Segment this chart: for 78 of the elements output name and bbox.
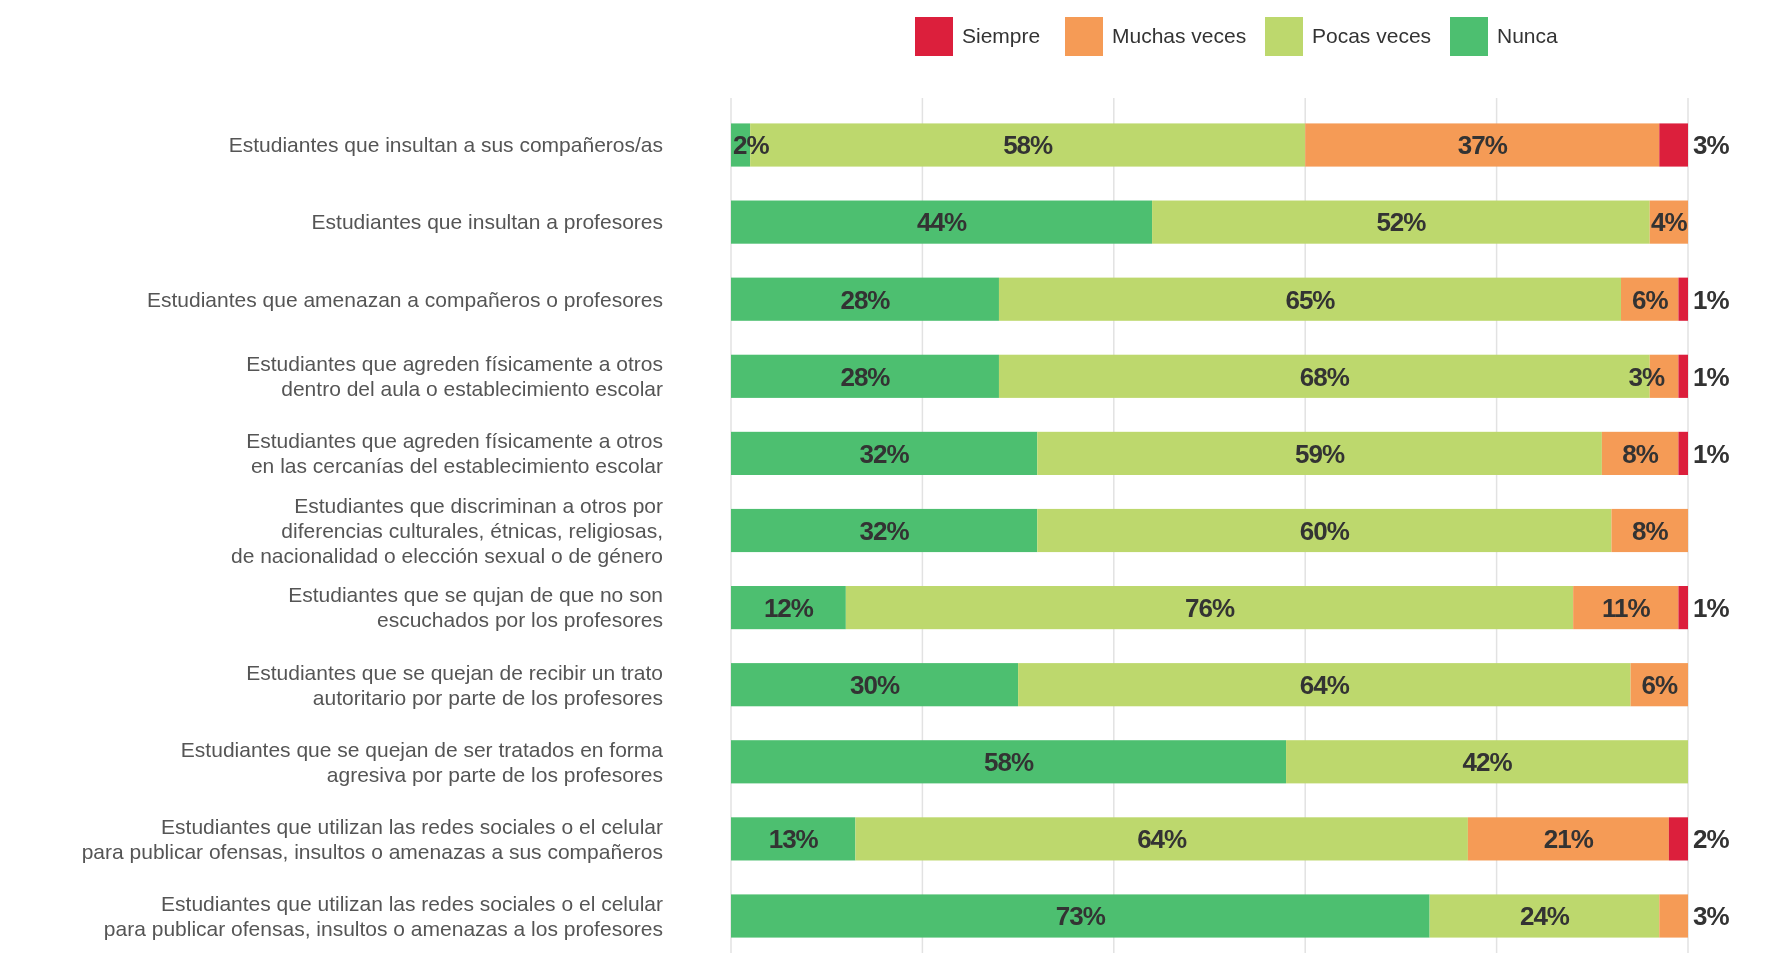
data-label: 8% — [1622, 438, 1659, 469]
bar — [1678, 431, 1688, 475]
data-label: 12% — [763, 592, 814, 623]
data-label: 64% — [1137, 824, 1188, 855]
y-tick-label: Estudiantes que se quejan de recibir un trato autoritario por parte de los profesores — [246, 660, 663, 709]
bar — [1659, 894, 1688, 938]
data-label: 52% — [1376, 207, 1427, 238]
data-label: 1% — [1693, 284, 1730, 315]
bar — [1668, 817, 1688, 861]
data-label: 8% — [1631, 515, 1669, 546]
y-tick-label: Estudiantes que insultan a sus compañeros/as — [228, 133, 663, 157]
data-label: 6% — [1631, 284, 1669, 315]
data-label: 37% — [1457, 130, 1508, 161]
y-tick-label: Estudiantes que amenazan a compañeros o profesores — [147, 287, 663, 311]
legend-label: Nunca — [1497, 24, 1559, 48]
data-label: 76% — [1184, 592, 1235, 623]
y-tick-label: Estudiantes que agreden físicamente a otros en las cercanías del establecimiento escolar — [246, 429, 663, 478]
data-label: 64% — [1299, 670, 1350, 701]
data-label: 60% — [1299, 515, 1350, 546]
data-label: 2% — [1693, 824, 1730, 855]
y-tick-label: Estudiantes que agreden físicamente a otros dentro del aula o establecimiento escolar — [246, 352, 663, 401]
data-label: 44% — [917, 207, 967, 238]
bar — [1286, 740, 1688, 784]
bar — [845, 586, 1574, 630]
bar — [1467, 817, 1669, 861]
bar — [731, 354, 999, 398]
data-label: 58% — [1003, 130, 1054, 161]
data-label: 28% — [840, 284, 891, 315]
data-label: 32% — [859, 515, 910, 546]
data-label: 1% — [1693, 438, 1730, 469]
bar — [855, 817, 1468, 861]
bar — [731, 431, 1038, 475]
bar — [1037, 431, 1602, 475]
data-label: 42% — [1462, 747, 1513, 778]
bar — [1429, 894, 1660, 938]
data-label: 3% — [1693, 130, 1730, 161]
data-label: 24% — [1519, 901, 1570, 932]
data-label: 3% — [1628, 361, 1665, 392]
data-label: 1% — [1693, 592, 1730, 623]
bar — [1678, 354, 1688, 398]
bar — [731, 508, 1038, 553]
data-label: 28% — [840, 361, 891, 392]
legend-label: Muchas veces — [1112, 24, 1247, 48]
data-label: 30% — [850, 670, 900, 701]
bar — [1305, 123, 1660, 167]
data-label: 11% — [1601, 592, 1651, 623]
data-label: 1% — [1693, 361, 1730, 392]
bar — [731, 894, 1430, 938]
bar — [731, 277, 999, 321]
bar — [1678, 277, 1688, 321]
data-label: 73% — [1055, 901, 1106, 932]
data-label: 65% — [1285, 284, 1336, 315]
data-label: 32% — [859, 438, 910, 469]
y-tick-label: Estudiantes que discriminan a otros por diferencias culturales, étnicas, religiosas, de nacionalidad o elección sexual o de género — [231, 493, 663, 567]
bar — [731, 200, 1153, 244]
bar — [1678, 586, 1688, 630]
y-tick-label: Estudiantes que utilizan las redes sociales o el celular para publicar ofensas, insultos o amenazas a sus compañeros — [81, 814, 663, 863]
bar — [1018, 663, 1631, 707]
data-label: 21% — [1543, 824, 1594, 855]
bar — [731, 663, 1019, 707]
data-label: 13% — [768, 824, 819, 855]
bar — [731, 740, 1287, 784]
bar — [1152, 200, 1650, 244]
legend-label: Siempre — [962, 24, 1041, 48]
data-label: 59% — [1295, 438, 1345, 469]
y-tick-label: Estudiantes que se quejan de ser tratados en forma agresiva por parte de los profesores — [180, 737, 664, 786]
bar — [1037, 508, 1612, 553]
data-label: 58% — [984, 747, 1034, 778]
bar — [998, 277, 1622, 321]
legend-label: Pocas veces — [1312, 24, 1432, 48]
data-label: 6% — [1641, 670, 1678, 701]
y-tick-label: Estudiantes que utilizan las redes sociales o el celular para publicar ofensas, insultos o amenazas a los profesores — [103, 891, 663, 940]
data-label: 3% — [1693, 901, 1730, 932]
y-tick-label: Estudiantes que se qujan de que no son escuchados por los profesores — [288, 583, 663, 632]
y-tick-label: Estudiantes que insultan a profesores — [311, 210, 663, 234]
bar — [1659, 123, 1688, 167]
data-label: 68% — [1299, 361, 1350, 392]
data-label: 4% — [1651, 207, 1688, 238]
